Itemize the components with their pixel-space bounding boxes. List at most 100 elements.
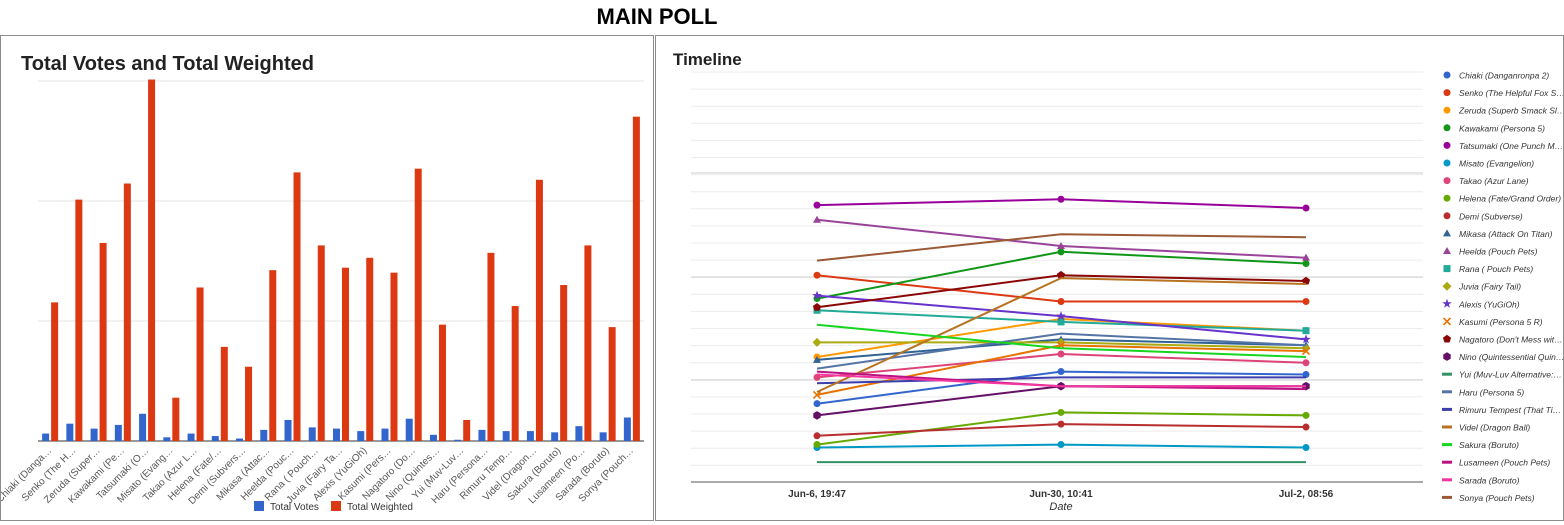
legend-marker bbox=[1443, 89, 1451, 97]
legend-item: Helena (Fate/Grand Order) bbox=[1443, 194, 1561, 204]
bar-total-votes bbox=[429, 434, 437, 441]
x-tick-label: Jun-30, 10:41 bbox=[1029, 489, 1093, 500]
legend-item: Yui (Muv-Luv Alternative:… bbox=[1442, 370, 1562, 380]
bar-total-votes bbox=[139, 413, 147, 441]
legend-item: Heelda (Pouch Pets) bbox=[1443, 247, 1538, 257]
legend-swatch-total-weighted bbox=[331, 501, 341, 511]
bar-total-weighted bbox=[196, 287, 204, 441]
timeline-point bbox=[813, 432, 821, 440]
bar-total-weighted bbox=[366, 257, 374, 441]
legend-label: Juvia (Fairy Tail) bbox=[1458, 282, 1521, 292]
bar-total-votes bbox=[357, 431, 365, 441]
legend-label: Takao (Azur Lane) bbox=[1459, 176, 1529, 186]
legend-label: Alexis (YuGiOh) bbox=[1458, 299, 1520, 309]
bar-total-weighted bbox=[99, 242, 107, 441]
bar-total-votes bbox=[236, 438, 244, 441]
legend-label: Sakura (Boruto) bbox=[1459, 440, 1519, 450]
legend-item: Kasumi (Persona 5 R) bbox=[1442, 317, 1543, 327]
bar-total-votes bbox=[333, 428, 340, 441]
legend-marker bbox=[1442, 425, 1452, 429]
legend-item: Takao (Azur Lane) bbox=[1443, 176, 1529, 186]
timeline-series-line bbox=[816, 373, 1306, 388]
timeline-series-line bbox=[816, 277, 1307, 393]
timeline-series bbox=[816, 332, 1307, 370]
legend-marker bbox=[1442, 495, 1452, 499]
legend-marker bbox=[1442, 334, 1452, 343]
legend-marker bbox=[1443, 212, 1451, 220]
timeline-series bbox=[813, 215, 1310, 261]
bar-total-votes bbox=[42, 433, 50, 441]
timeline-series bbox=[813, 368, 1310, 408]
legend-item: Kawakami (Persona 5) bbox=[1443, 123, 1545, 133]
legend-label: Chiaki (Danganronpa 2) bbox=[1459, 71, 1549, 81]
timeline-point bbox=[813, 271, 821, 279]
timeline-series-line bbox=[816, 411, 1307, 446]
legend-item: Senko (The Helpful Fox S… bbox=[1443, 88, 1564, 98]
legend-label: Lusameen (Pouch Pets) bbox=[1459, 458, 1550, 468]
legend-label: Mikasa (Attack On Titan) bbox=[1459, 229, 1553, 239]
legend-marker bbox=[1443, 106, 1451, 114]
bar-total-votes bbox=[284, 419, 292, 441]
timeline-series bbox=[813, 420, 1310, 440]
bar-total-votes bbox=[187, 433, 195, 441]
bar-total-votes bbox=[381, 428, 389, 441]
timeline-point bbox=[813, 400, 821, 408]
timeline-point bbox=[1302, 297, 1310, 305]
page-title: MAIN POLL bbox=[596, 4, 718, 29]
bar-chart-title: Total Votes and Total Weighted bbox=[21, 53, 314, 75]
bar-total-weighted bbox=[293, 172, 301, 442]
legend-label: Senko (The Helpful Fox S… bbox=[1459, 88, 1563, 98]
timeline-point bbox=[813, 441, 821, 449]
timeline-series-line bbox=[816, 332, 1307, 370]
bar-total-weighted bbox=[51, 302, 59, 441]
bar-total-votes bbox=[90, 428, 98, 441]
bar-total-weighted bbox=[487, 252, 495, 441]
bar-total-votes bbox=[66, 423, 74, 441]
timeline-point bbox=[1302, 253, 1310, 261]
legend-marker bbox=[1442, 372, 1452, 376]
legend-item: Nagatoro (Don't Mess wit… bbox=[1442, 334, 1563, 345]
timeline-series bbox=[813, 195, 1310, 212]
timeline-series bbox=[816, 373, 1306, 388]
bar-total-weighted bbox=[632, 116, 640, 441]
timeline-series-line bbox=[816, 323, 1307, 358]
timeline-point bbox=[1057, 297, 1065, 305]
legend-swatch-total-votes bbox=[254, 501, 264, 511]
legend-marker bbox=[1442, 390, 1452, 394]
timeline-point bbox=[1302, 443, 1310, 451]
legend-item: Mikasa (Attack On Titan) bbox=[1443, 229, 1553, 239]
legend-marker bbox=[1442, 317, 1452, 326]
bar-total-weighted bbox=[245, 366, 253, 441]
timeline-point bbox=[1057, 350, 1065, 358]
legend-marker bbox=[1442, 443, 1452, 447]
timeline-point bbox=[1301, 276, 1311, 285]
bar-total-weighted bbox=[148, 79, 156, 441]
legend-marker bbox=[1442, 407, 1452, 411]
bar-total-weighted bbox=[511, 306, 519, 441]
legend-marker bbox=[1442, 460, 1452, 464]
timeline-point bbox=[812, 390, 822, 399]
timeline-point bbox=[1057, 318, 1065, 326]
legend-item: Sarada (Boruto) bbox=[1442, 475, 1520, 485]
legend-label: Helena (Fate/Grand Order) bbox=[1459, 194, 1561, 204]
legend-item: Videl (Dragon Ball) bbox=[1442, 423, 1530, 433]
legend-label: Rana ( Pouch Pets) bbox=[1459, 264, 1533, 274]
legend-marker bbox=[1442, 298, 1452, 308]
legend-label: Haru (Persona 5) bbox=[1459, 387, 1524, 397]
legend-marker bbox=[1442, 478, 1452, 482]
timeline-series bbox=[816, 376, 1306, 385]
bar-total-votes bbox=[308, 427, 316, 441]
legend-item: Tatsumaki (One Punch M… bbox=[1443, 141, 1563, 151]
legend-item: Misato (Evangelion) bbox=[1443, 159, 1534, 169]
legend-marker bbox=[1443, 124, 1451, 132]
timeline-point bbox=[1056, 270, 1066, 279]
bar-total-weighted bbox=[390, 272, 398, 441]
legend-item: Chiaki (Danganronpa 2) bbox=[1443, 71, 1549, 81]
bar-total-weighted bbox=[560, 285, 568, 441]
timeline-series bbox=[816, 233, 1307, 262]
timeline-point bbox=[1057, 368, 1065, 376]
bar-total-votes bbox=[114, 424, 122, 441]
legend-label: Rimuru Tempest (That Ti… bbox=[1459, 405, 1561, 415]
bar-total-votes bbox=[551, 432, 559, 441]
bar-total-weighted bbox=[172, 397, 180, 441]
